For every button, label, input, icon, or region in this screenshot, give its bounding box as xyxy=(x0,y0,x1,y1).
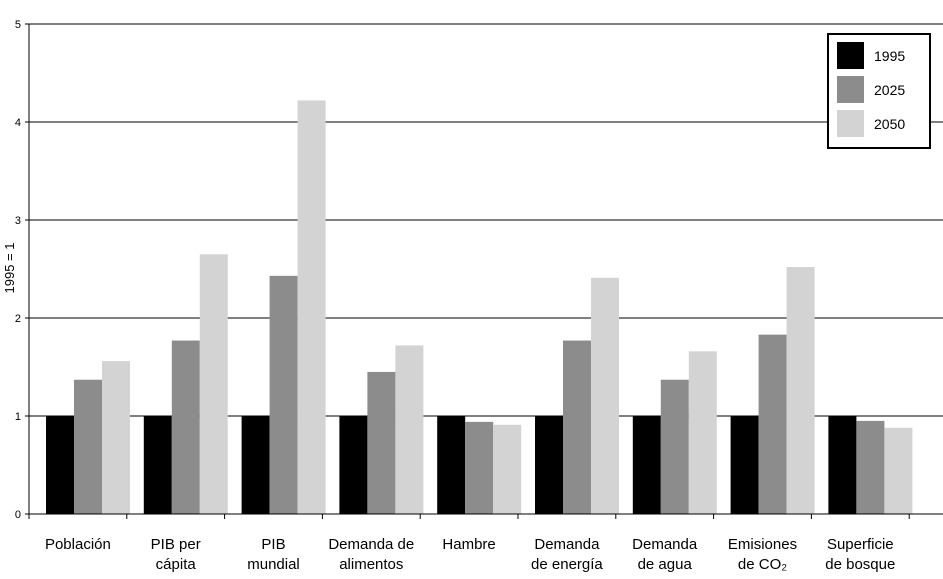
x-axis: Población PIB per cápita PIB mundial Demanda … xyxy=(28,513,943,573)
bar-2050-8 xyxy=(884,427,913,514)
bar-2050-6 xyxy=(688,351,717,514)
bar-1995-5 xyxy=(535,416,563,514)
bar-1995-8 xyxy=(828,416,857,514)
legend-swatch-2025 xyxy=(837,76,864,103)
bar-1995-6 xyxy=(632,416,661,514)
x-category-label: Superficie de bosque xyxy=(825,536,895,573)
x-category-label: Hambre xyxy=(442,536,495,553)
x-category-label: PIB per cápita xyxy=(151,536,201,573)
bar-2050-2 xyxy=(297,100,326,514)
bar-2025-6 xyxy=(660,379,689,514)
legend-label: 1995 xyxy=(874,48,905,64)
y-tick-label: 1 xyxy=(15,411,21,423)
y-tick-label: 4 xyxy=(15,117,21,129)
bar-2050-1 xyxy=(199,254,228,515)
legend-swatch-2050 xyxy=(837,110,864,137)
bar-2050-7 xyxy=(786,267,815,514)
bar-1995-3 xyxy=(339,416,368,514)
bar-2025-2 xyxy=(269,275,298,514)
bar-1995-4 xyxy=(437,416,466,514)
bars xyxy=(46,100,913,515)
bar-2050-4 xyxy=(493,424,522,514)
bar-2050-5 xyxy=(591,277,619,514)
y-tick-label: 3 xyxy=(15,215,21,227)
bar-2025-3 xyxy=(367,371,396,514)
bar-1995-7 xyxy=(730,416,759,514)
y-tick-label: 0 xyxy=(15,509,21,521)
y-tick-label: 2 xyxy=(15,313,21,325)
bar-1995-2 xyxy=(241,416,270,514)
bar-2025-8 xyxy=(856,420,885,514)
bar-2050-0 xyxy=(102,361,130,514)
y-axis-label: 1995 = 1 xyxy=(2,243,17,294)
y-axis: 0 1 2 3 4 5 xyxy=(15,19,30,521)
legend-label: 2050 xyxy=(874,116,905,132)
bar-2050-3 xyxy=(395,345,424,514)
x-category-label: Emisiones de CO₂ xyxy=(728,536,797,573)
legend-label: 2025 xyxy=(874,82,905,98)
x-category-label: Demanda de alimentos xyxy=(328,536,414,573)
bar-1995-0 xyxy=(46,416,74,514)
x-category-label: PIB mundial xyxy=(247,536,300,573)
y-tick-label: 5 xyxy=(15,19,21,31)
bar-2025-7 xyxy=(758,334,787,514)
bar-2025-5 xyxy=(563,340,591,514)
bar-1995-1 xyxy=(143,416,172,514)
bar-2025-1 xyxy=(171,340,200,514)
x-category-label: Demanda de agua xyxy=(632,536,698,573)
bar-2025-4 xyxy=(465,421,494,514)
bar-2025-0 xyxy=(74,379,102,514)
legend: 1995 2025 2050 xyxy=(827,33,931,149)
x-category-label: Demanda de energía xyxy=(531,536,603,573)
legend-swatch-1995 xyxy=(837,42,864,69)
x-category-label: Población xyxy=(45,536,111,553)
